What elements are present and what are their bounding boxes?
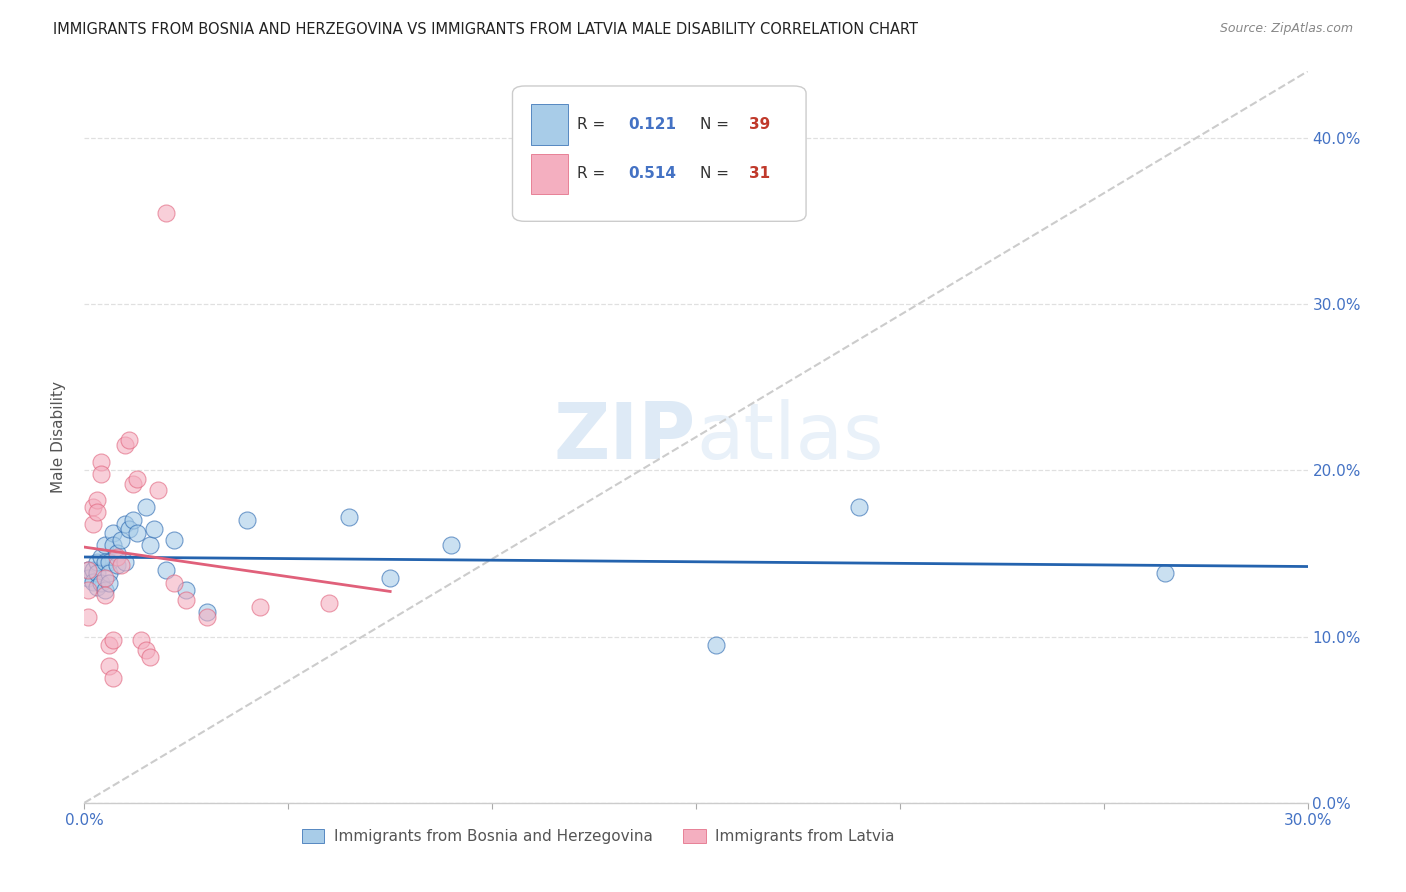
- Text: 31: 31: [748, 166, 769, 181]
- Point: [848, 500, 870, 514]
- Point: [138, 538, 160, 552]
- Point: [101, 632, 124, 647]
- Point: [93, 555, 115, 569]
- Point: [90, 467, 112, 481]
- Point: [90, 455, 112, 469]
- Point: [318, 596, 340, 610]
- Point: [77, 571, 100, 585]
- Point: [339, 509, 361, 524]
- Point: [105, 558, 128, 573]
- Point: [195, 605, 218, 619]
- Point: [135, 643, 157, 657]
- Text: 0.514: 0.514: [628, 166, 676, 181]
- Point: [86, 505, 108, 519]
- Text: atlas: atlas: [696, 399, 883, 475]
- Point: [114, 555, 136, 569]
- Point: [440, 538, 463, 552]
- Point: [97, 566, 120, 581]
- Point: [163, 576, 186, 591]
- Text: N =: N =: [700, 117, 734, 131]
- Point: [82, 563, 104, 577]
- Text: R =: R =: [578, 117, 610, 131]
- FancyBboxPatch shape: [531, 104, 568, 145]
- Y-axis label: Male Disability: Male Disability: [51, 381, 66, 493]
- Point: [118, 434, 141, 448]
- Point: [706, 638, 728, 652]
- Point: [110, 558, 132, 573]
- Point: [127, 526, 149, 541]
- Point: [77, 563, 100, 577]
- Point: [114, 438, 136, 452]
- Point: [101, 526, 124, 541]
- Point: [82, 516, 104, 531]
- Point: [77, 563, 100, 577]
- Point: [155, 563, 177, 577]
- Point: [138, 649, 160, 664]
- FancyBboxPatch shape: [531, 154, 568, 194]
- Point: [90, 549, 112, 564]
- Point: [1154, 566, 1177, 581]
- Point: [114, 516, 136, 531]
- Point: [195, 609, 218, 624]
- Point: [90, 576, 112, 591]
- Point: [110, 533, 132, 548]
- Point: [101, 671, 124, 685]
- Point: [146, 483, 169, 498]
- Point: [93, 588, 115, 602]
- Point: [82, 574, 104, 589]
- FancyBboxPatch shape: [513, 86, 806, 221]
- Point: [86, 566, 108, 581]
- Point: [86, 555, 108, 569]
- Text: Source: ZipAtlas.com: Source: ZipAtlas.com: [1219, 22, 1353, 36]
- Point: [101, 538, 124, 552]
- Point: [118, 521, 141, 535]
- Point: [97, 638, 120, 652]
- Point: [122, 476, 145, 491]
- Point: [236, 513, 259, 527]
- Point: [135, 500, 157, 514]
- Text: IMMIGRANTS FROM BOSNIA AND HERZEGOVINA VS IMMIGRANTS FROM LATVIA MALE DISABILITY: IMMIGRANTS FROM BOSNIA AND HERZEGOVINA V…: [53, 22, 918, 37]
- Point: [163, 533, 186, 548]
- Point: [174, 582, 197, 597]
- Text: ZIP: ZIP: [554, 399, 696, 475]
- Point: [93, 538, 115, 552]
- Point: [105, 546, 128, 560]
- Point: [131, 632, 153, 647]
- Point: [174, 593, 197, 607]
- Point: [97, 576, 120, 591]
- Point: [127, 472, 149, 486]
- Point: [93, 571, 115, 585]
- Text: R =: R =: [578, 166, 610, 181]
- Point: [82, 500, 104, 514]
- Point: [105, 549, 128, 564]
- Legend: Immigrants from Bosnia and Herzegovina, Immigrants from Latvia: Immigrants from Bosnia and Herzegovina, …: [295, 822, 901, 850]
- Text: 39: 39: [748, 117, 770, 131]
- Text: N =: N =: [700, 166, 734, 181]
- Point: [77, 609, 100, 624]
- Point: [97, 555, 120, 569]
- Point: [142, 521, 165, 535]
- Point: [86, 580, 108, 594]
- Point: [380, 571, 402, 585]
- Point: [77, 582, 100, 597]
- Point: [249, 599, 271, 614]
- Text: 0.121: 0.121: [628, 117, 676, 131]
- Point: [122, 513, 145, 527]
- Point: [97, 659, 120, 673]
- Point: [155, 205, 177, 219]
- Point: [86, 493, 108, 508]
- Point: [93, 582, 115, 597]
